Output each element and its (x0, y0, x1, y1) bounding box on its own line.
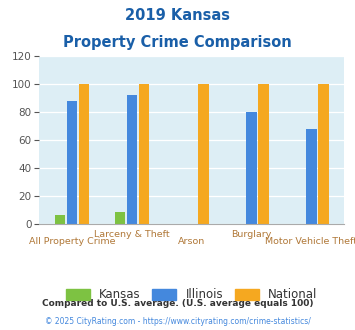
Bar (198, 84, 209, 224)
Text: © 2025 CityRating.com - https://www.cityrating.com/crime-statistics/: © 2025 CityRating.com - https://www.city… (45, 317, 310, 326)
Legend: Kansas, Illinois, National: Kansas, Illinois, National (61, 283, 322, 306)
Text: 2019 Kansas: 2019 Kansas (125, 8, 230, 23)
Bar (318, 84, 329, 224)
Text: Compared to U.S. average. (U.S. average equals 100): Compared to U.S. average. (U.S. average … (42, 299, 313, 308)
Bar (138, 84, 149, 224)
Bar (306, 129, 317, 224)
Bar (246, 112, 257, 224)
Bar (55, 214, 65, 224)
Text: Larceny & Theft: Larceny & Theft (94, 230, 170, 239)
Bar (115, 212, 125, 224)
Text: Burglary: Burglary (231, 230, 272, 239)
Text: Arson: Arson (178, 237, 205, 246)
Bar (258, 84, 269, 224)
Bar (127, 95, 137, 224)
Text: Motor Vehicle Theft: Motor Vehicle Theft (266, 237, 355, 246)
Bar (79, 84, 89, 224)
Text: All Property Crime: All Property Crime (29, 237, 115, 246)
Text: Property Crime Comparison: Property Crime Comparison (63, 35, 292, 50)
Bar (67, 101, 77, 224)
